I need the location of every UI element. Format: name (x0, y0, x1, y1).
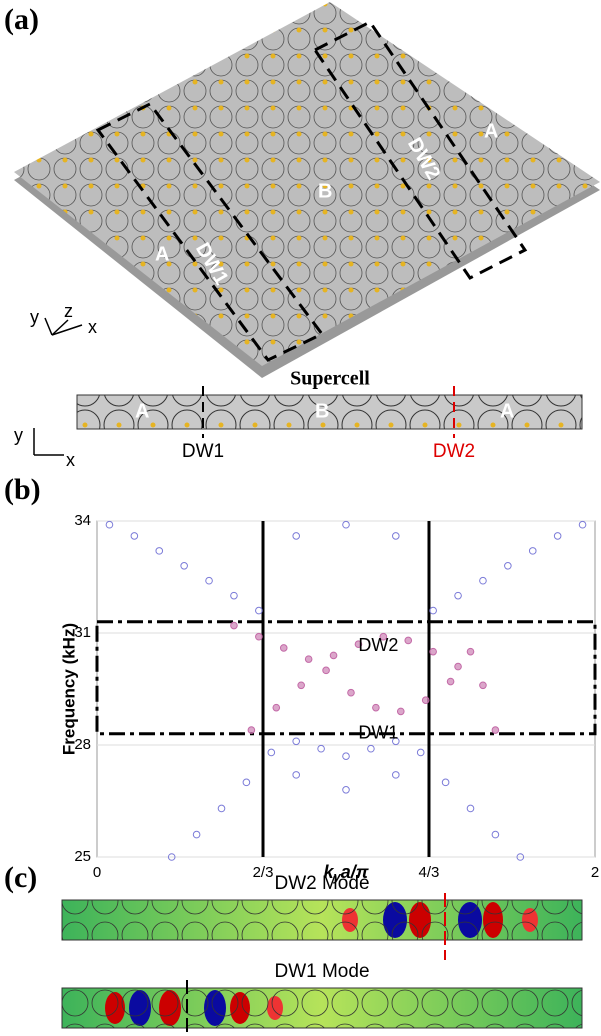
x-tick-label: 0 (93, 864, 101, 881)
axis-label: x (88, 317, 97, 337)
point (405, 637, 412, 644)
point (231, 622, 238, 629)
annotation: DW1 (358, 723, 398, 743)
point (430, 648, 437, 655)
point (373, 704, 380, 711)
region-label: A (155, 243, 169, 265)
plot-area (97, 521, 595, 857)
region-label: B (318, 180, 332, 202)
axis-label: z (64, 301, 73, 321)
y-tick-label: 34 (74, 512, 91, 529)
point (248, 727, 255, 734)
point (455, 663, 462, 670)
wall-label: DW2 (433, 441, 475, 462)
region-label: A (500, 400, 514, 422)
panel-label: (b) (4, 473, 41, 506)
point (492, 727, 499, 734)
point (256, 633, 263, 640)
axis-label: y (14, 425, 23, 445)
point (467, 648, 474, 655)
mode-title: DW2 Mode (274, 873, 369, 894)
point (330, 652, 337, 659)
y-tick-label: 25 (74, 848, 91, 865)
region-label: B (315, 400, 329, 422)
annotation: DW2 (358, 635, 398, 655)
point (298, 682, 305, 689)
axis-label: y (30, 307, 39, 327)
point (480, 682, 487, 689)
page: {"panel_a": {"label": "(a)", "regions": … (0, 0, 601, 1036)
mode-title: DW1 Mode (274, 961, 369, 982)
point (280, 645, 287, 652)
point (323, 667, 330, 674)
x-tick-label: 4/3 (419, 864, 440, 881)
mode-strip (62, 900, 582, 940)
point (422, 697, 429, 704)
point (273, 704, 280, 711)
region-label: A (484, 120, 498, 142)
mode-strip (62, 988, 582, 1028)
axis-label: x (66, 450, 75, 470)
panel-label: (c) (4, 861, 37, 894)
wall-label: DW1 (182, 441, 224, 462)
panel-label: (a) (4, 3, 39, 36)
region-label: A (135, 400, 149, 422)
supercell-title: Supercell (290, 368, 370, 390)
figure: (a) A DW1 B DW2 A y z x Supercell A B A … (0, 0, 601, 1036)
plate (14, 2, 600, 366)
x-tick-label: 2 (591, 864, 599, 881)
point (397, 708, 404, 715)
point (305, 656, 312, 663)
point (348, 689, 355, 696)
axes-glyph (34, 428, 64, 455)
x-tick-label: 2/3 (253, 864, 274, 881)
y-axis-label: Frequency (kHz) (59, 623, 78, 755)
point (447, 678, 454, 685)
